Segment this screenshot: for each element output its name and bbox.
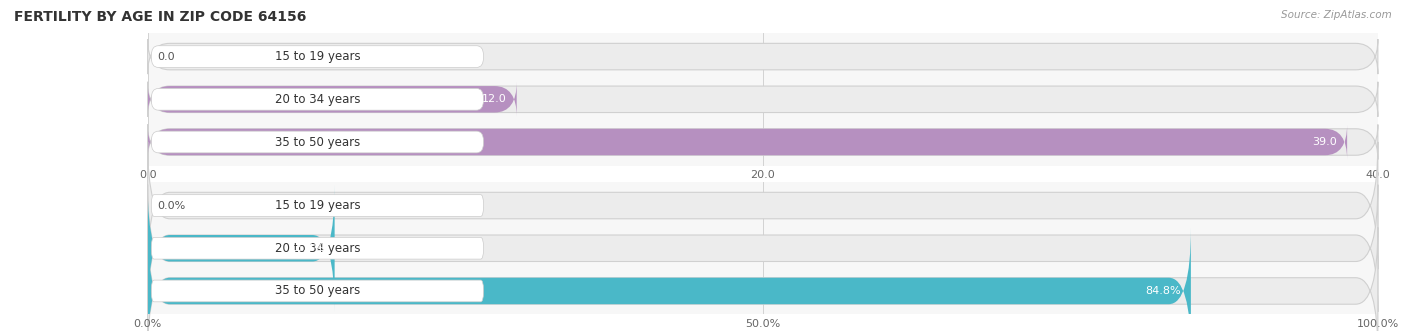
FancyBboxPatch shape bbox=[148, 227, 1191, 331]
FancyBboxPatch shape bbox=[148, 185, 335, 312]
Text: 20 to 34 years: 20 to 34 years bbox=[274, 93, 360, 106]
FancyBboxPatch shape bbox=[152, 280, 484, 302]
Text: 20 to 34 years: 20 to 34 years bbox=[274, 242, 360, 255]
Text: 0.0: 0.0 bbox=[157, 52, 176, 62]
FancyBboxPatch shape bbox=[152, 195, 484, 216]
Text: 0.0%: 0.0% bbox=[157, 201, 186, 211]
Text: FERTILITY BY AGE IN ZIP CODE 64156: FERTILITY BY AGE IN ZIP CODE 64156 bbox=[14, 10, 307, 24]
FancyBboxPatch shape bbox=[148, 82, 1378, 117]
FancyBboxPatch shape bbox=[152, 237, 484, 259]
FancyBboxPatch shape bbox=[148, 185, 1378, 312]
FancyBboxPatch shape bbox=[148, 82, 517, 117]
FancyBboxPatch shape bbox=[152, 131, 484, 153]
FancyBboxPatch shape bbox=[152, 46, 484, 68]
Text: 12.0: 12.0 bbox=[482, 94, 508, 104]
Text: 39.0: 39.0 bbox=[1313, 137, 1337, 147]
FancyBboxPatch shape bbox=[148, 124, 1347, 160]
Text: 35 to 50 years: 35 to 50 years bbox=[274, 135, 360, 149]
Text: 15.2%: 15.2% bbox=[290, 243, 325, 253]
FancyBboxPatch shape bbox=[148, 39, 1378, 74]
FancyBboxPatch shape bbox=[148, 142, 1378, 269]
FancyBboxPatch shape bbox=[148, 227, 1378, 331]
Text: 15 to 19 years: 15 to 19 years bbox=[274, 199, 360, 212]
Text: 84.8%: 84.8% bbox=[1146, 286, 1181, 296]
Text: 35 to 50 years: 35 to 50 years bbox=[274, 284, 360, 298]
Text: Source: ZipAtlas.com: Source: ZipAtlas.com bbox=[1281, 10, 1392, 20]
FancyBboxPatch shape bbox=[152, 88, 484, 110]
Text: 15 to 19 years: 15 to 19 years bbox=[274, 50, 360, 63]
FancyBboxPatch shape bbox=[148, 124, 1378, 160]
